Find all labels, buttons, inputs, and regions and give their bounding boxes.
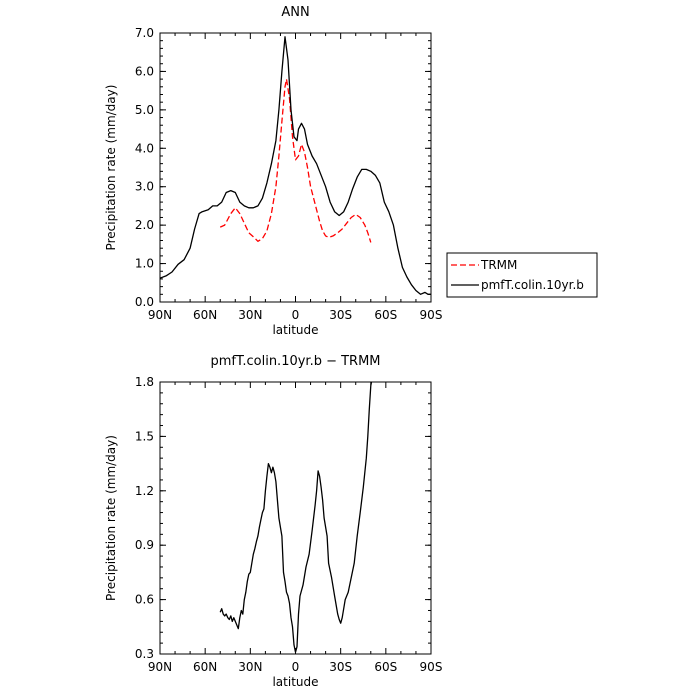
chart-title: pmfT.colin.10yr.b − TRMM: [210, 354, 380, 369]
series-line-pmft-colin-10yr-b: [160, 36, 431, 295]
series-line-difference: [219, 382, 373, 653]
series-layer: [160, 36, 431, 295]
x-tick-label: 60N: [193, 660, 217, 674]
x-tick-label: 60S: [374, 660, 397, 674]
y-tick-label: 1.8: [135, 375, 154, 389]
y-tick-label: 4.0: [135, 141, 154, 155]
chart-panel-annual: ANN 90N 60N 30N 0 30S 60S 90S 0.0 1.0 2.0 3.0 4.0 5.0…: [104, 5, 598, 337]
chart-title: ANN: [281, 5, 309, 20]
chart-panel-difference: pmfT.colin.10yr.b − TRMM 90N 60N 30N 0 30S 60S…: [104, 354, 442, 689]
y-tick-label: 1.0: [135, 257, 154, 271]
x-axis-label: latitude: [272, 675, 318, 689]
plot-frame: [159, 32, 432, 303]
legend-label: TRMM: [480, 258, 517, 272]
x-tick-label: 30S: [329, 308, 352, 322]
x-tick-label: 30N: [238, 660, 262, 674]
y-tick-label: 2.0: [135, 218, 154, 232]
x-tick-label: 30N: [238, 308, 262, 322]
x-tick-label: 0: [292, 660, 300, 674]
y-tick-label: 7.0: [135, 26, 154, 40]
x-tick-label: 30S: [329, 660, 352, 674]
y-tick-label: 0.6: [135, 593, 154, 607]
y-axis-label: Precipitation rate (mm/day): [104, 435, 118, 601]
x-axis-label: latitude: [272, 323, 318, 337]
x-tick-label: 90N: [148, 308, 172, 322]
x-tick-label: 0: [292, 308, 300, 322]
y-tick-label: 6.0: [135, 64, 154, 78]
legend-label: pmfT.colin.10yr.b: [481, 278, 584, 292]
x-tick-label: 90S: [420, 660, 443, 674]
x-tick-label: 90S: [420, 308, 443, 322]
x-tick-label: 90N: [148, 660, 172, 674]
series-line-trmm: [219, 78, 372, 243]
y-axis-label: Precipitation rate (mm/day): [104, 85, 118, 251]
plot-frame: [159, 381, 432, 655]
x-tick-label: 60N: [193, 308, 217, 322]
y-tick-label: 0.9: [135, 538, 154, 552]
y-tick-label: 0.3: [135, 647, 154, 661]
x-tick-label: 60S: [374, 308, 397, 322]
legend: TRMM pmfT.colin.10yr.b: [446, 252, 598, 298]
y-tick-label: 3.0: [135, 180, 154, 194]
y-tick-label: 1.5: [135, 429, 154, 443]
y-tick-label: 0.0: [135, 295, 154, 309]
series-layer: [219, 382, 373, 653]
y-tick-label: 5.0: [135, 103, 154, 117]
legend-box: [446, 252, 598, 298]
y-tick-label: 1.2: [135, 484, 154, 498]
